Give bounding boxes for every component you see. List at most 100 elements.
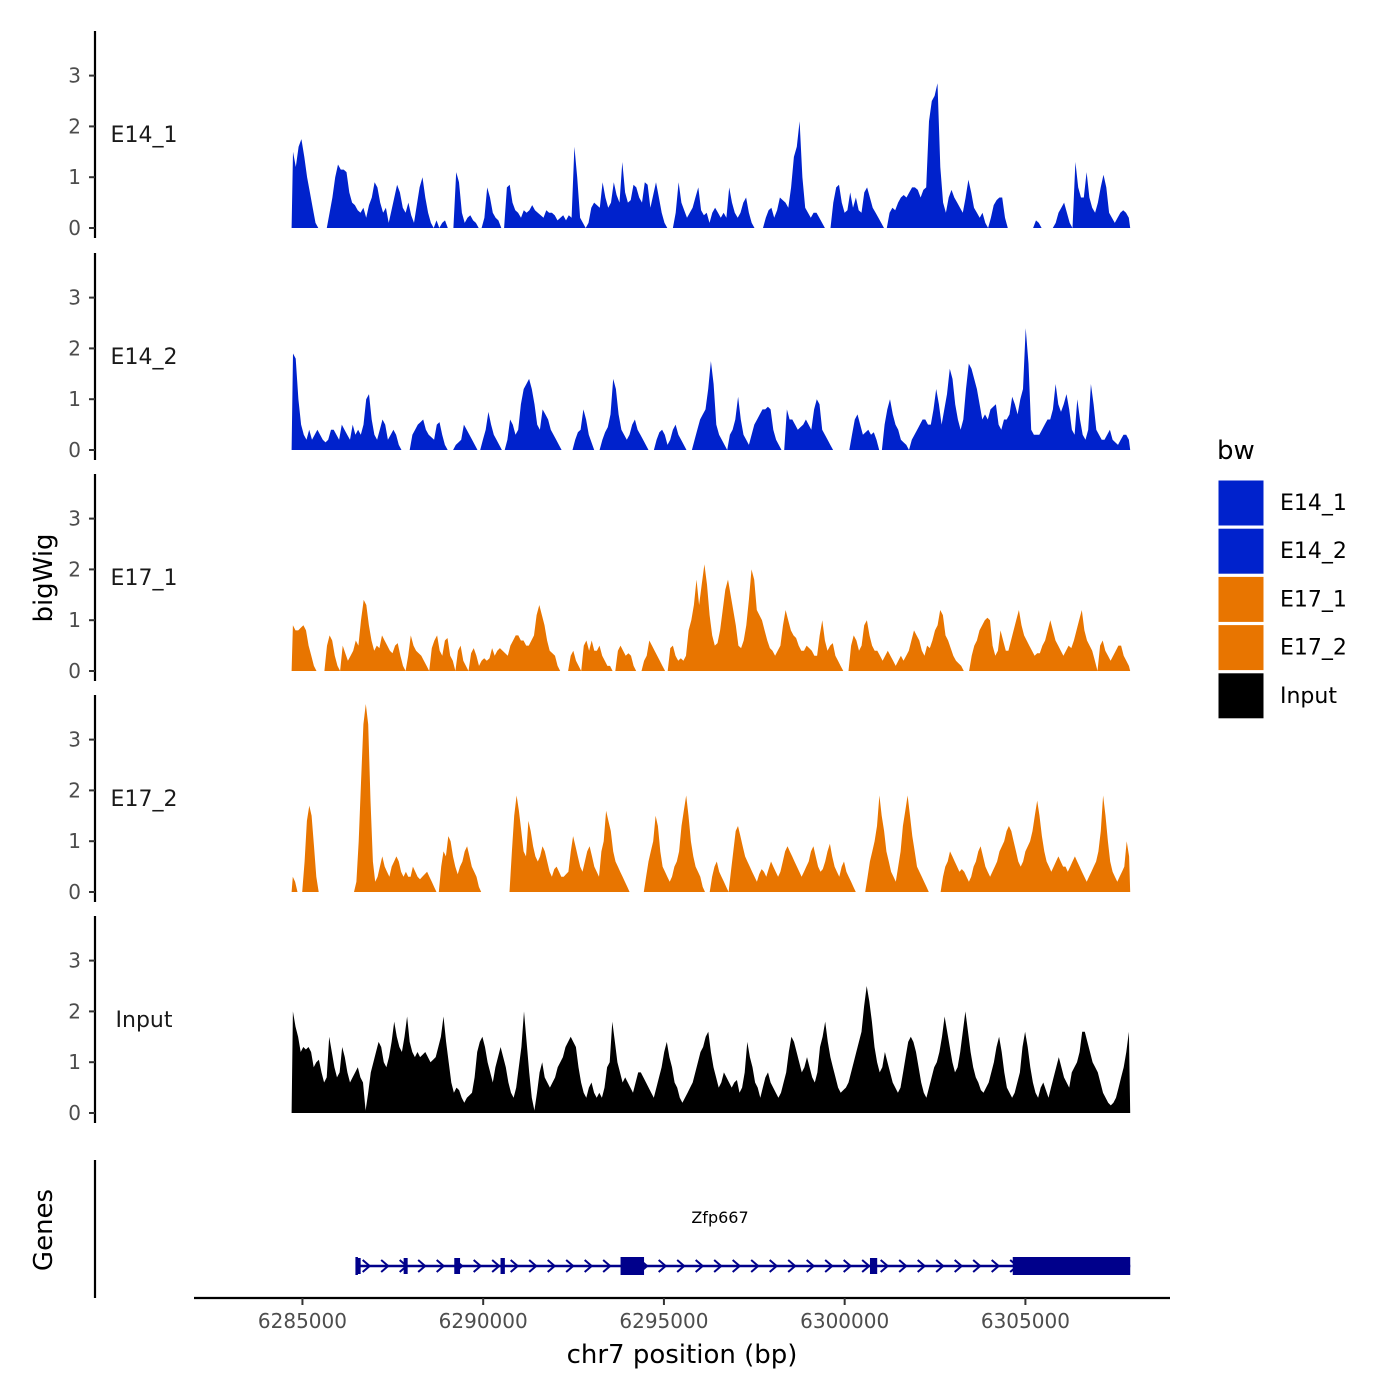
y-tick-label: 3 bbox=[68, 64, 81, 88]
strand-chevron bbox=[602, 1259, 612, 1273]
x-axis-title: chr7 position (bp) bbox=[567, 1340, 798, 1370]
legend-swatch bbox=[1217, 672, 1265, 720]
legend-label: E17_2 bbox=[1280, 636, 1347, 661]
y-tick-label: 0 bbox=[68, 1101, 81, 1125]
gene-exon bbox=[356, 1258, 361, 1274]
y-tick-label: 1 bbox=[68, 1050, 81, 1074]
strand-chevron bbox=[935, 1259, 945, 1273]
strand-chevron bbox=[917, 1259, 927, 1273]
x-tick-label: 6285000 bbox=[258, 1309, 347, 1333]
strand-chevron bbox=[436, 1259, 446, 1273]
strand-chevron bbox=[695, 1259, 705, 1273]
gene-panel: Genes Zfp667 bbox=[29, 1160, 1131, 1298]
track-Input: 0 1 2 3 Input bbox=[68, 915, 1131, 1125]
strand-chevron bbox=[417, 1259, 427, 1273]
x-tick-label: 6290000 bbox=[439, 1309, 528, 1333]
y-tick-label: 2 bbox=[68, 336, 81, 360]
strand-chevron bbox=[861, 1259, 871, 1273]
track-label: E17_1 bbox=[111, 566, 178, 591]
legend-swatch bbox=[1217, 479, 1265, 527]
x-tick-label: 6300000 bbox=[800, 1309, 889, 1333]
tracks-layer: 0 1 2 3 E14_1 0 1 2 3 E14_2 0 1 2 3 E17_1 0 1 2 3 E17_2 0 1 2 3… bbox=[68, 30, 1131, 1125]
strand-chevron bbox=[991, 1259, 1001, 1273]
strand-chevron bbox=[362, 1259, 372, 1273]
y-tick-label: 2 bbox=[68, 557, 81, 581]
strand-chevron bbox=[584, 1259, 594, 1273]
y-tick-label: 0 bbox=[68, 438, 81, 462]
gene-exon bbox=[869, 1258, 878, 1274]
strand-chevron bbox=[824, 1259, 834, 1273]
gene-exon bbox=[620, 1257, 645, 1275]
strand-chevron bbox=[565, 1259, 575, 1273]
track-E17_2: 0 1 2 3 E17_2 bbox=[68, 694, 1131, 904]
strand-chevron bbox=[676, 1259, 686, 1273]
track-label: E14_2 bbox=[111, 345, 178, 370]
legend: bw E14_1 E14_2 E17_1 E17_2 Input bbox=[1217, 436, 1347, 720]
gene-exon bbox=[1012, 1257, 1131, 1275]
signal-area bbox=[291, 83, 1131, 228]
strand-chevron bbox=[380, 1259, 390, 1273]
y-tick-label: 0 bbox=[68, 659, 81, 683]
legend-label: E14_2 bbox=[1280, 539, 1347, 564]
track-E17_1: 0 1 2 3 E17_1 bbox=[68, 473, 1131, 683]
strand-chevron bbox=[528, 1259, 538, 1273]
y-tick-label: 1 bbox=[68, 387, 81, 411]
strand-chevron bbox=[510, 1259, 520, 1273]
legend-label: E14_1 bbox=[1280, 491, 1347, 516]
strand-chevron bbox=[473, 1259, 483, 1273]
y-tick-label: 3 bbox=[68, 949, 81, 973]
y-tick-label: 2 bbox=[68, 778, 81, 802]
gene-exon bbox=[454, 1258, 461, 1274]
strand-chevron bbox=[787, 1259, 797, 1273]
y-tick-label: 3 bbox=[68, 507, 81, 531]
y-tick-label: 2 bbox=[68, 999, 81, 1023]
legend-title: bw bbox=[1217, 436, 1255, 466]
strand-chevron bbox=[898, 1259, 908, 1273]
gene-exon bbox=[500, 1258, 505, 1274]
strand-chevron bbox=[732, 1259, 742, 1273]
legend-swatch bbox=[1217, 624, 1265, 672]
signal-area bbox=[291, 704, 1131, 892]
strand-chevron bbox=[658, 1259, 668, 1273]
strand-chevron bbox=[547, 1259, 557, 1273]
x-axis: 6285000 6290000 6295000 6300000 6305000 chr7… bbox=[194, 1296, 1170, 1370]
track-E14_2: 0 1 2 3 E14_2 bbox=[68, 252, 1131, 462]
x-ticks: 6285000 6290000 6295000 6300000 6305000 bbox=[258, 1298, 1070, 1333]
gene-label: Zfp667 bbox=[691, 1208, 748, 1227]
y-tick-label: 0 bbox=[68, 880, 81, 904]
y-tick-label: 0 bbox=[68, 216, 81, 240]
x-tick-label: 6295000 bbox=[619, 1309, 708, 1333]
gene-model bbox=[355, 1257, 1131, 1275]
genes-axis-title: Genes bbox=[29, 1189, 59, 1271]
track-label: E17_2 bbox=[111, 787, 178, 812]
strand-chevron bbox=[750, 1259, 760, 1273]
track-E14_1: 0 1 2 3 E14_1 bbox=[68, 30, 1131, 240]
strand-chevron bbox=[769, 1259, 779, 1273]
y-tick-label: 1 bbox=[68, 829, 81, 853]
strand-chevron bbox=[880, 1259, 890, 1273]
y-tick-label: 1 bbox=[68, 165, 81, 189]
x-tick-label: 6305000 bbox=[981, 1309, 1070, 1333]
track-label: Input bbox=[116, 1008, 173, 1033]
legend-label: E17_1 bbox=[1280, 587, 1347, 612]
y-tick-label: 3 bbox=[68, 728, 81, 752]
signal-area bbox=[291, 564, 1131, 671]
strand-chevron bbox=[491, 1259, 501, 1273]
legend-swatch bbox=[1217, 575, 1265, 623]
y-tick-label: 3 bbox=[68, 286, 81, 310]
strand-chevron bbox=[806, 1259, 816, 1273]
strand-chevron bbox=[843, 1259, 853, 1273]
strand-chevron bbox=[954, 1259, 964, 1273]
legend-label: Input bbox=[1280, 684, 1337, 709]
signal-area bbox=[291, 328, 1131, 450]
signal-area bbox=[291, 986, 1131, 1113]
track-label: E14_1 bbox=[111, 123, 178, 148]
y-tick-label: 1 bbox=[68, 608, 81, 632]
legend-entries: E14_1 E14_2 E17_1 E17_2 Input bbox=[1217, 479, 1347, 720]
y-axis-title: bigWig bbox=[29, 533, 59, 622]
gene-exon bbox=[403, 1258, 408, 1274]
y-tick-label: 2 bbox=[68, 114, 81, 138]
legend-swatch bbox=[1217, 527, 1265, 575]
strand-chevron bbox=[972, 1259, 982, 1273]
